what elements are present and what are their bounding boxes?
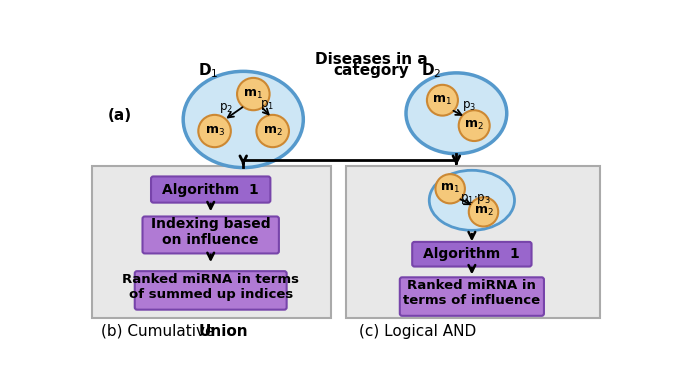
Text: m$_1$: m$_1$ [244,88,263,101]
FancyBboxPatch shape [400,277,544,316]
Text: Ranked miRNA in terms
of summed up indices: Ranked miRNA in terms of summed up indic… [122,273,299,301]
Text: D$_1$: D$_1$ [198,62,219,80]
Text: Union: Union [199,324,248,339]
Text: m$_1$: m$_1$ [440,182,460,195]
Text: m$_3$: m$_3$ [205,124,225,137]
Circle shape [256,115,289,147]
Circle shape [237,78,269,110]
Text: Ranked miRNA in
terms of influence: Ranked miRNA in terms of influence [403,279,541,308]
Text: Indexing based
on influence: Indexing based on influence [151,217,271,247]
Text: Algorithm  1: Algorithm 1 [423,247,520,261]
Circle shape [198,115,231,147]
Ellipse shape [406,73,507,154]
Circle shape [468,197,498,227]
FancyBboxPatch shape [412,242,531,267]
Text: p$_2$: p$_2$ [219,101,233,115]
Circle shape [427,85,458,116]
FancyBboxPatch shape [346,166,600,318]
FancyBboxPatch shape [92,166,331,318]
Text: m$_1$: m$_1$ [433,94,452,107]
Text: p$_1$: p$_1$ [261,98,274,112]
Text: (c) Logical AND: (c) Logical AND [360,324,477,339]
Text: D$_2$: D$_2$ [421,62,441,80]
Text: m$_2$: m$_2$ [464,119,484,132]
FancyBboxPatch shape [142,217,279,254]
Text: p$_1$$\cdot$p$_3$: p$_1$$\cdot$p$_3$ [460,192,491,206]
Text: (a): (a) [107,108,132,123]
Text: p$_3$: p$_3$ [462,98,476,113]
Text: category: category [333,63,409,78]
Text: m$_2$: m$_2$ [263,124,283,137]
Circle shape [459,110,489,141]
Circle shape [435,174,465,203]
Text: (b) Cumulative: (b) Cumulative [101,324,220,339]
Text: Algorithm  1: Algorithm 1 [162,183,259,196]
Ellipse shape [429,170,514,230]
FancyBboxPatch shape [151,176,271,203]
Text: Diseases in a: Diseases in a [315,52,427,68]
Text: m$_2$: m$_2$ [474,205,493,218]
Ellipse shape [183,71,303,168]
FancyBboxPatch shape [135,271,287,310]
